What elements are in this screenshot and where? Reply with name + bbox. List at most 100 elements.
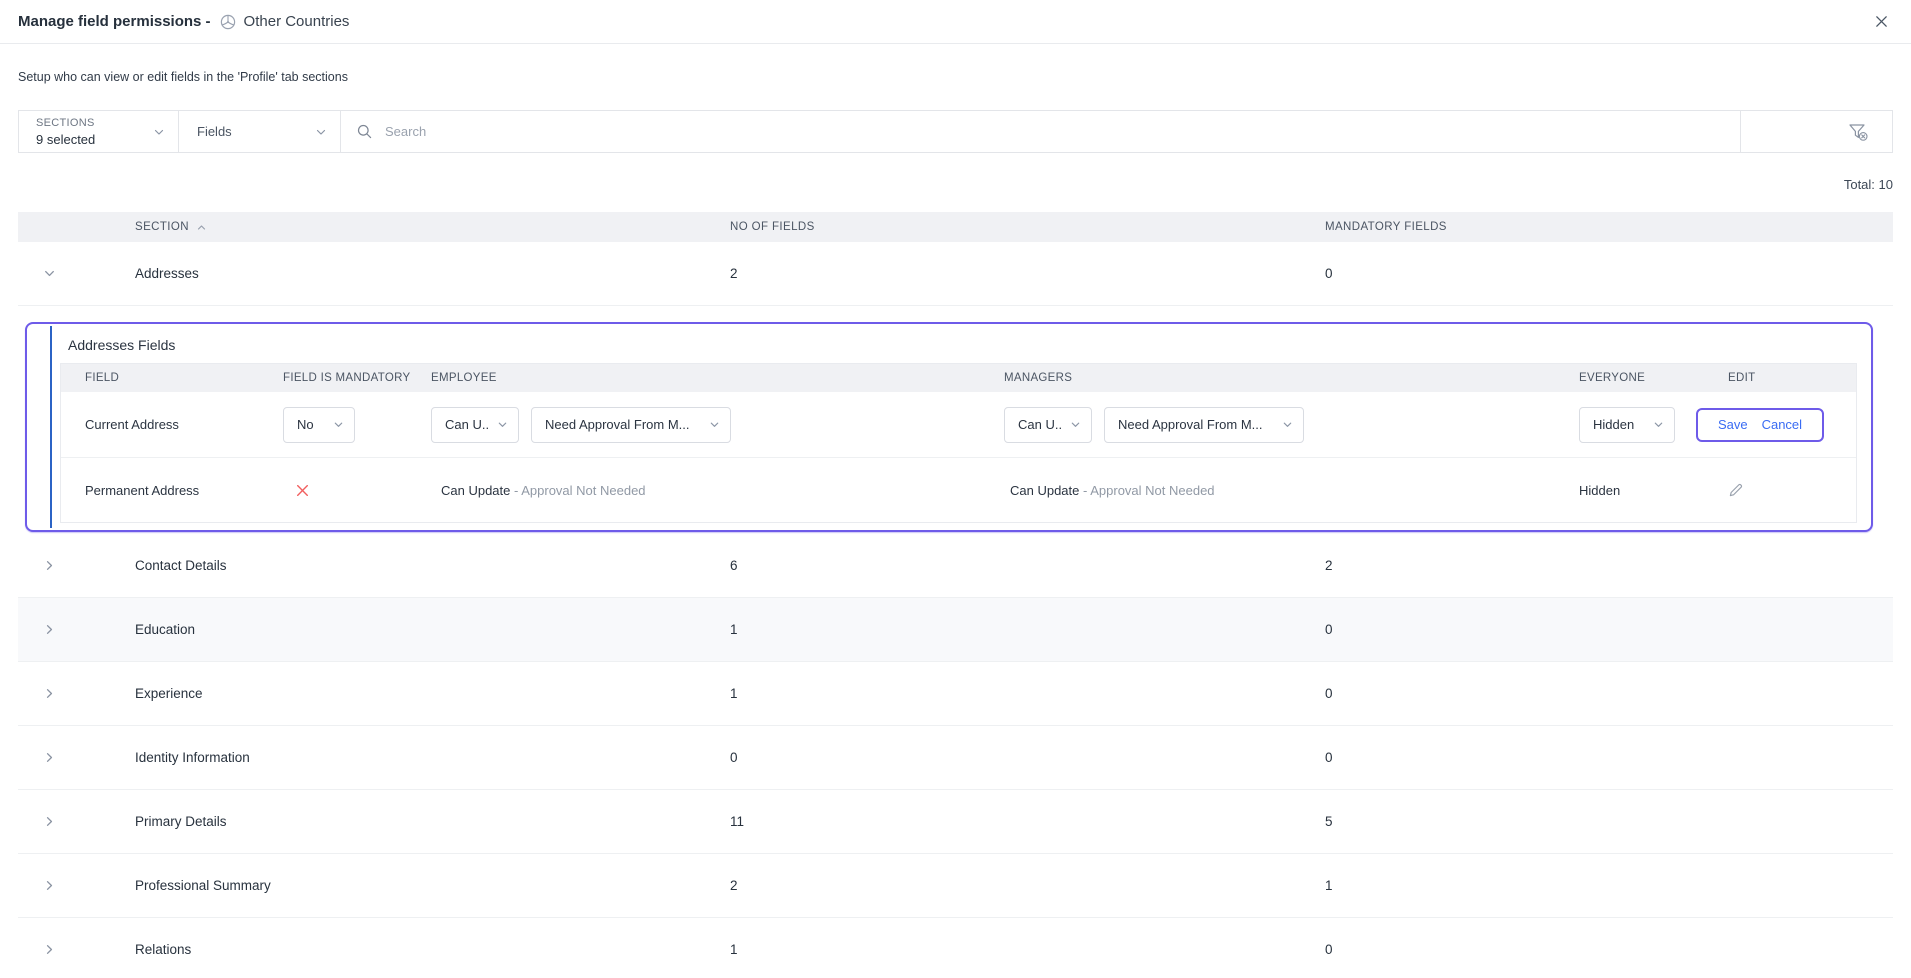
- no-of-fields-value: 1: [730, 686, 1325, 701]
- cancel-button[interactable]: Cancel: [1762, 417, 1802, 432]
- close-icon[interactable]: [1870, 10, 1893, 33]
- managers-approval-value: Need Approval From M...: [1118, 417, 1263, 432]
- managers-permission-value: Can Update: [1010, 483, 1079, 498]
- employee-approval-value: Need Approval From M...: [545, 417, 690, 432]
- sections-filter-label: SECTIONS: [36, 117, 95, 129]
- mandatory-select-value: No: [297, 417, 314, 432]
- chevron-down-icon[interactable]: [43, 267, 56, 280]
- chevron-down-icon: [315, 126, 327, 138]
- filter-bar: SECTIONS 9 selected Fields: [18, 110, 1893, 153]
- employee-permission-value: Can U...: [445, 417, 489, 432]
- chevron-right-icon[interactable]: [43, 687, 56, 700]
- mandatory-fields-value: 0: [1325, 686, 1893, 701]
- section-name: Education: [135, 622, 730, 637]
- column-header-section[interactable]: SECTION: [135, 221, 730, 233]
- table-row-identity-information[interactable]: Identity Information 0 0: [18, 726, 1893, 790]
- section-name: Primary Details: [135, 814, 730, 829]
- no-of-fields-value: 1: [730, 622, 1325, 637]
- column-header-field-is-mandatory: FIELD IS MANDATORY: [283, 372, 431, 384]
- not-mandatory-icon: [295, 483, 310, 498]
- everyone-permission-value: Hidden: [1593, 417, 1634, 432]
- addresses-fields-panel: Addresses Fields FIELD FIELD IS MANDATOR…: [25, 322, 1873, 532]
- dialog-header: Manage field permissions - Other Countri…: [0, 0, 1911, 44]
- chevron-down-icon: [497, 419, 508, 430]
- table-row-professional-summary[interactable]: Professional Summary 2 1: [18, 854, 1893, 918]
- managers-approval-note: - Approval Not Needed: [1083, 483, 1215, 498]
- employee-permission-select[interactable]: Can U...: [431, 407, 519, 443]
- managers-permission-value: Can U...: [1018, 417, 1062, 432]
- chevron-down-icon: [333, 419, 344, 430]
- chevron-right-icon[interactable]: [43, 879, 56, 892]
- everyone-permission-select[interactable]: Hidden: [1579, 407, 1675, 443]
- no-of-fields-value: 1: [730, 942, 1325, 957]
- managers-permission-text: Can Update - Approval Not Needed: [1004, 483, 1579, 498]
- no-of-fields-value: 2: [730, 266, 1325, 281]
- chevron-down-icon: [1070, 419, 1081, 430]
- column-header-managers: MANAGERS: [1004, 372, 1579, 384]
- employee-permission-text: Can Update - Approval Not Needed: [431, 483, 1004, 498]
- entity-title: Other Countries: [220, 13, 350, 30]
- section-name: Contact Details: [135, 558, 730, 573]
- mandatory-select[interactable]: No: [283, 407, 355, 443]
- manage-field-permissions-dialog: Manage field permissions - Other Countri…: [0, 0, 1911, 978]
- search-icon: [357, 124, 372, 139]
- chevron-right-icon[interactable]: [43, 559, 56, 572]
- search-input[interactable]: [383, 123, 983, 140]
- chevron-right-icon[interactable]: [43, 623, 56, 636]
- chevron-down-icon: [1282, 419, 1293, 430]
- filter-clear-icon[interactable]: [1846, 120, 1870, 144]
- sort-asc-icon: [196, 222, 207, 233]
- section-name: Addresses: [135, 266, 730, 281]
- mandatory-fields-value: 0: [1325, 942, 1893, 957]
- no-of-fields-value: 0: [730, 750, 1325, 765]
- table-row-experience[interactable]: Experience 1 0: [18, 662, 1893, 726]
- fields-filter-dropdown[interactable]: Fields: [179, 111, 341, 152]
- chevron-right-icon[interactable]: [43, 943, 56, 956]
- fields-table: FIELD FIELD IS MANDATORY EMPLOYEE MANAGE…: [60, 363, 1857, 523]
- table-row-addresses[interactable]: Addresses 2 0: [18, 242, 1893, 306]
- save-button[interactable]: Save: [1718, 417, 1748, 432]
- panel-accent-line: [50, 326, 52, 528]
- sections-filter-dropdown[interactable]: SECTIONS 9 selected: [19, 111, 179, 152]
- employee-approval-note: - Approval Not Needed: [514, 483, 646, 498]
- column-header-section-label: SECTION: [135, 221, 189, 233]
- filter-actions: [1740, 111, 1892, 152]
- column-header-mandatory-fields: MANDATORY FIELDS: [1325, 221, 1893, 233]
- total-count: Total: 10: [0, 153, 1911, 212]
- column-header-employee: EMPLOYEE: [431, 372, 1004, 384]
- mandatory-fields-value: 5: [1325, 814, 1893, 829]
- sections-filter-value: 9 selected: [36, 132, 95, 147]
- everyone-permission-text: Hidden: [1579, 483, 1696, 498]
- dialog-subtitle: Setup who can view or edit fields in the…: [0, 44, 1911, 84]
- sections-table: SECTION NO OF FIELDS MANDATORY FIELDS Ad…: [18, 212, 1893, 978]
- field-name: Current Address: [61, 417, 283, 432]
- column-header-field: FIELD: [61, 372, 283, 384]
- mandatory-fields-value: 0: [1325, 750, 1893, 765]
- globe-icon: [220, 14, 236, 30]
- table-row-primary-details[interactable]: Primary Details 11 5: [18, 790, 1893, 854]
- edit-pencil-icon[interactable]: [1727, 482, 1744, 499]
- column-header-no-of-fields: NO OF FIELDS: [730, 221, 1325, 233]
- managers-permission-select[interactable]: Can U...: [1004, 407, 1092, 443]
- field-row-current-address: Current Address No Can U... Ne: [61, 392, 1856, 458]
- fields-filter-value: Fields: [197, 124, 232, 139]
- search-box: [341, 111, 1740, 152]
- save-cancel-group: Save Cancel: [1696, 408, 1824, 442]
- employee-permission-value: Can Update: [441, 483, 510, 498]
- section-name: Relations: [135, 942, 730, 957]
- no-of-fields-value: 2: [730, 878, 1325, 893]
- chevron-right-icon[interactable]: [43, 815, 56, 828]
- table-row-education[interactable]: Education 1 0: [18, 598, 1893, 662]
- field-row-permanent-address: Permanent Address Can Update - Approval …: [61, 458, 1856, 522]
- column-header-edit: EDIT: [1696, 372, 1856, 384]
- table-row-contact-details[interactable]: Contact Details 6 2: [18, 534, 1893, 598]
- employee-approval-select[interactable]: Need Approval From M...: [531, 407, 731, 443]
- chevron-right-icon[interactable]: [43, 751, 56, 764]
- managers-approval-select[interactable]: Need Approval From M...: [1104, 407, 1304, 443]
- page-title: Manage field permissions -: [18, 13, 211, 30]
- table-row-relations[interactable]: Relations 1 0: [18, 918, 1893, 978]
- mandatory-fields-value: 2: [1325, 558, 1893, 573]
- no-of-fields-value: 11: [730, 814, 1325, 829]
- chevron-down-icon: [1653, 419, 1664, 430]
- no-of-fields-value: 6: [730, 558, 1325, 573]
